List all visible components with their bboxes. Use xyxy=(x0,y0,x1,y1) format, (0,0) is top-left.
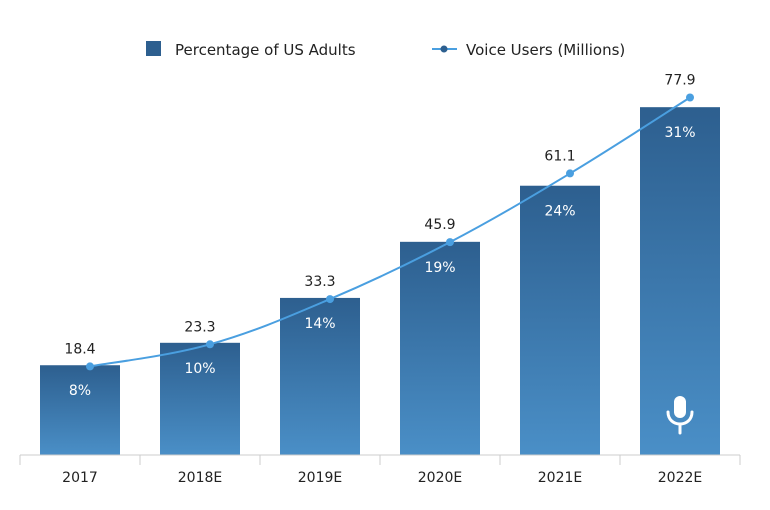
bar-2018e xyxy=(160,342,240,455)
annotation-layer xyxy=(666,396,694,435)
legend-bar-label: Percentage of US Adults xyxy=(175,41,356,59)
line-label-2020e: 45.9 xyxy=(424,217,455,233)
bar-label-2018e: 10% xyxy=(184,361,215,377)
x-tick-label-2017: 2017 xyxy=(62,470,98,486)
bar-2020e xyxy=(400,241,480,455)
line-point-2018e xyxy=(206,340,214,349)
bar-label-2017: 8% xyxy=(69,383,91,399)
x-axis: 2017 2018E 2019E 2020E 2021E 2022E xyxy=(19,454,741,486)
bars-group: 8% 10% 14% 19% 24% 31% xyxy=(40,107,720,456)
legend: Percentage of US Adults Voice Users (Mil… xyxy=(146,41,625,59)
x-tick-label-2022e: 2022E xyxy=(658,470,702,486)
x-tick-label-2020e: 2020E xyxy=(418,470,462,486)
x-tick-label-2018e: 2018E xyxy=(178,470,222,486)
line-label-2017: 18.4 xyxy=(64,341,95,357)
bar-label-2021e: 24% xyxy=(544,204,575,220)
x-tick-label-2021e: 2021E xyxy=(538,470,582,486)
line-label-2021e: 61.1 xyxy=(544,148,575,164)
line-series: 18.4 23.3 33.3 45.9 61.1 77.9 xyxy=(64,72,696,371)
voice-users-line xyxy=(89,96,691,368)
bar-2019e xyxy=(280,297,360,455)
legend-bar-swatch xyxy=(146,41,161,56)
line-label-2022e: 77.9 xyxy=(664,72,695,88)
bar-2021e xyxy=(520,185,600,455)
line-point-2021e xyxy=(566,169,574,178)
legend-line-label: Voice Users (Millions) xyxy=(466,41,625,59)
line-point-2020e xyxy=(446,238,454,247)
bar-2017 xyxy=(40,365,120,455)
line-label-2018e: 23.3 xyxy=(184,319,215,335)
bar-label-2022e: 31% xyxy=(664,125,695,141)
line-point-2017 xyxy=(86,362,94,371)
line-point-2019e xyxy=(326,295,334,304)
microphone-icon xyxy=(666,396,694,435)
bar-label-2020e: 19% xyxy=(424,260,455,276)
x-tick-label-2019e: 2019E xyxy=(298,470,342,486)
line-label-2019e: 33.3 xyxy=(304,274,335,290)
legend-line-marker xyxy=(440,45,448,53)
bar-label-2019e: 14% xyxy=(304,316,335,332)
line-point-2022e xyxy=(686,93,694,102)
